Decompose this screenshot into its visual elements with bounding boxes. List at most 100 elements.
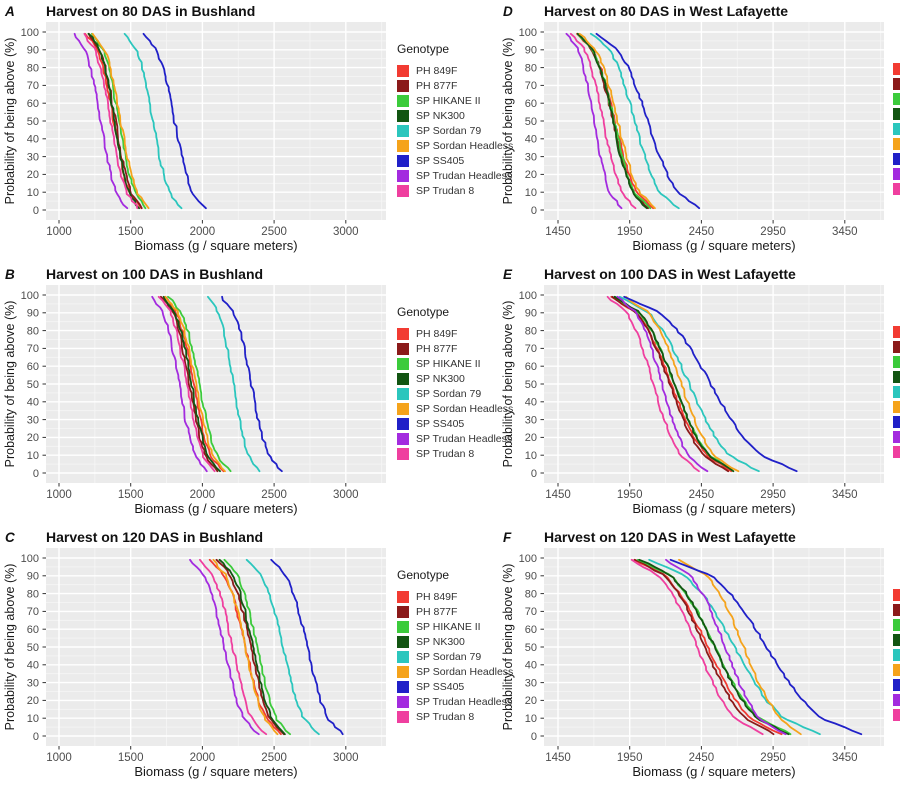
svg-text:10: 10	[27, 187, 39, 199]
legend-color-chip	[397, 94, 409, 107]
legend-item-label: SP Sordan Headless	[416, 139, 514, 152]
svg-text:1450: 1450	[545, 226, 571, 238]
legend-color-chip	[397, 372, 409, 385]
svg-text:2000: 2000	[190, 226, 216, 238]
legend-color-chip	[397, 710, 409, 723]
svg-text:0: 0	[531, 731, 537, 743]
panel-a-chart: 0 10 20 30 40 50 60 70 80 90 100 1000 1500 2000 2500 30…	[3, 3, 386, 253]
svg-text:20: 20	[525, 432, 537, 444]
svg-text:C: C	[5, 530, 15, 545]
svg-text:2450: 2450	[689, 226, 715, 238]
genotype-legend: Genotype PH 849F PH 877F SP HIKANE II SP NK…	[397, 305, 515, 461]
svg-text:70: 70	[525, 606, 537, 618]
svg-text:100: 100	[519, 553, 537, 565]
svg-text:90: 90	[525, 571, 537, 583]
series-sp-trudan-8	[198, 558, 268, 736]
svg-text:40: 40	[27, 134, 39, 146]
svg-text:0: 0	[33, 731, 39, 743]
legend-item-label: SP SS405	[416, 154, 465, 167]
legend-items: PH 849F PH 877F SP HIKANE II SP NK300 SP Sor…	[397, 63, 515, 198]
svg-text:30: 30	[27, 414, 39, 426]
series-sp-ss405	[669, 558, 863, 736]
legend-item-label: SP SS405	[416, 417, 465, 430]
series-sp-ss405	[142, 32, 207, 210]
svg-text:70: 70	[27, 80, 39, 92]
legend-color-chip-cutoff	[893, 356, 900, 368]
svg-text:70: 70	[27, 606, 39, 618]
legend-color-chip	[397, 387, 409, 400]
svg-text:30: 30	[525, 677, 537, 689]
series-sp-sordan-79	[123, 32, 183, 210]
legend-color-chip-cutoff	[893, 371, 900, 383]
series-sp-trudan-8	[83, 32, 139, 210]
legend-color-chip-cutoff	[893, 664, 900, 676]
svg-text:Probability of being above (%): Probability of being above (%)	[501, 38, 515, 205]
svg-text:A: A	[4, 4, 15, 19]
legend-item: SP HIKANE II	[397, 356, 515, 371]
svg-text:Biomass (g / square meters): Biomass (g / square meters)	[632, 764, 795, 779]
svg-text:Biomass (g / square meters): Biomass (g / square meters)	[134, 764, 297, 779]
legend-color-chip-cutoff	[893, 138, 900, 150]
legend-title: Genotype	[397, 568, 450, 582]
svg-text:10: 10	[27, 713, 39, 725]
legend-color-chip	[397, 154, 409, 167]
legend-item: SP SS405	[397, 416, 515, 431]
legend-item: SP Trudan 8	[397, 446, 515, 461]
legend-color-chip-cutoff	[893, 153, 900, 165]
svg-text:100: 100	[519, 27, 537, 39]
svg-text:Harvest on 120 DAS in West Laf: Harvest on 120 DAS in West Lafayette	[544, 529, 796, 545]
legend-item-label: SP Trudan 8	[416, 184, 475, 197]
svg-text:Biomass (g / square meters): Biomass (g / square meters)	[134, 501, 297, 516]
legend-color-chip	[397, 695, 409, 708]
legend-item: SP Sordan Headless	[397, 401, 515, 416]
svg-text:100: 100	[21, 27, 39, 39]
svg-text:1000: 1000	[46, 226, 72, 238]
svg-text:2450: 2450	[689, 489, 715, 501]
legend-color-chip	[397, 432, 409, 445]
legend-item-label: SP Trudan Headless	[416, 432, 513, 445]
series-sp-trudan-8	[157, 295, 216, 473]
legend-color-chip	[397, 327, 409, 340]
svg-text:Harvest on 80 DAS in West Lafa: Harvest on 80 DAS in West Lafayette	[544, 3, 788, 19]
svg-text:80: 80	[525, 588, 537, 600]
svg-text:60: 60	[27, 98, 39, 110]
svg-text:90: 90	[27, 571, 39, 583]
series-sp-hikane-ii	[167, 295, 232, 473]
series-sp-nk300	[162, 295, 221, 473]
legend-item: SP SS405	[397, 153, 515, 168]
svg-text:90: 90	[525, 308, 537, 320]
svg-text:Biomass (g / square meters): Biomass (g / square meters)	[134, 238, 297, 253]
legend-item: PH 849F	[397, 63, 515, 78]
svg-text:3450: 3450	[832, 489, 858, 501]
legend-item-label: SP SS405	[416, 680, 465, 693]
series-sp-nk300	[87, 32, 141, 210]
legend-color-chip	[397, 184, 409, 197]
series-ph-877f	[611, 295, 730, 473]
svg-text:50: 50	[27, 379, 39, 391]
legend-item: SP Trudan Headless	[397, 694, 515, 709]
genotype-legend: Genotype PH 849F PH 877F SP HIKANE II SP NK…	[397, 42, 515, 198]
legend-item-label: SP Trudan 8	[416, 447, 475, 460]
svg-text:80: 80	[525, 325, 537, 337]
legend-color-chip	[397, 139, 409, 152]
legend-color-chip	[397, 402, 409, 415]
series-sp-hikane-ii	[91, 32, 147, 210]
legend-color-chip-cutoff	[893, 709, 900, 721]
series-sp-ss405	[270, 558, 344, 736]
svg-text:2950: 2950	[760, 489, 786, 501]
svg-text:60: 60	[525, 361, 537, 373]
legend-color-chip	[397, 124, 409, 137]
svg-text:2500: 2500	[261, 752, 287, 764]
legend-color-chip	[397, 620, 409, 633]
series-sp-trudan-headless	[616, 295, 709, 473]
legend-color-chip-cutoff	[893, 183, 900, 195]
svg-text:10: 10	[525, 713, 537, 725]
legend-item-label: PH 849F	[416, 64, 458, 77]
legend-color-chip	[397, 342, 409, 355]
series-sp-trudan-headless	[565, 32, 623, 210]
svg-text:1000: 1000	[46, 752, 72, 764]
legend-color-chip	[397, 79, 409, 92]
legend-color-chip-cutoff	[893, 416, 900, 428]
series-sp-trudan-headless	[73, 32, 129, 210]
